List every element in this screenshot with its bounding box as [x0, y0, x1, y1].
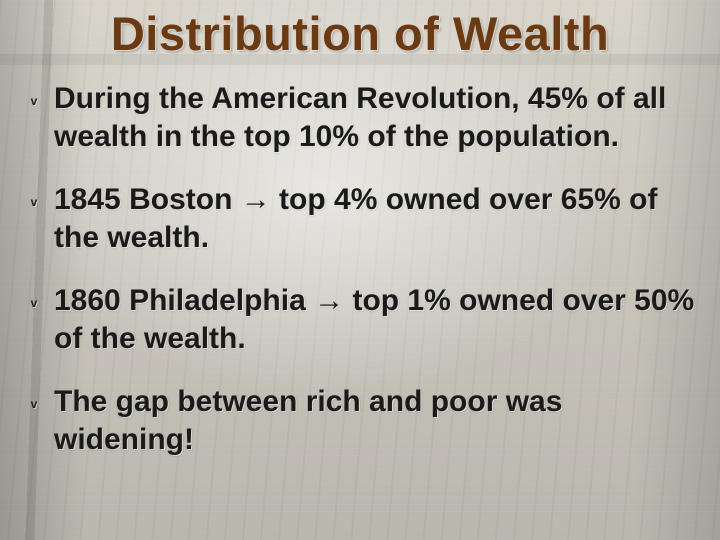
bullet-marker-icon: v	[28, 195, 40, 210]
bullet-text: 1845 Boston → top 4% owned over 65% of t…	[54, 181, 700, 256]
slide-title: Distribution of Wealth	[0, 6, 720, 61]
bullet-marker-icon: v	[28, 296, 40, 311]
slide: Distribution of Wealth v During the Amer…	[0, 0, 720, 540]
bullet-item: v The gap between rich and poor was wide…	[28, 383, 700, 458]
bullet-marker-icon: v	[28, 397, 40, 412]
bullet-item: v During the American Revolution, 45% of…	[28, 80, 700, 155]
bullet-marker-icon: v	[28, 94, 40, 109]
bullet-item: v 1860 Philadelphia → top 1% owned over …	[28, 282, 700, 357]
bullet-item: v 1845 Boston → top 4% owned over 65% of…	[28, 181, 700, 256]
bullet-text: The gap between rich and poor was wideni…	[54, 383, 700, 458]
bullet-text: During the American Revolution, 45% of a…	[54, 80, 700, 155]
bullet-list: v During the American Revolution, 45% of…	[28, 80, 700, 458]
bullet-text: 1860 Philadelphia → top 1% owned over 50…	[54, 282, 700, 357]
